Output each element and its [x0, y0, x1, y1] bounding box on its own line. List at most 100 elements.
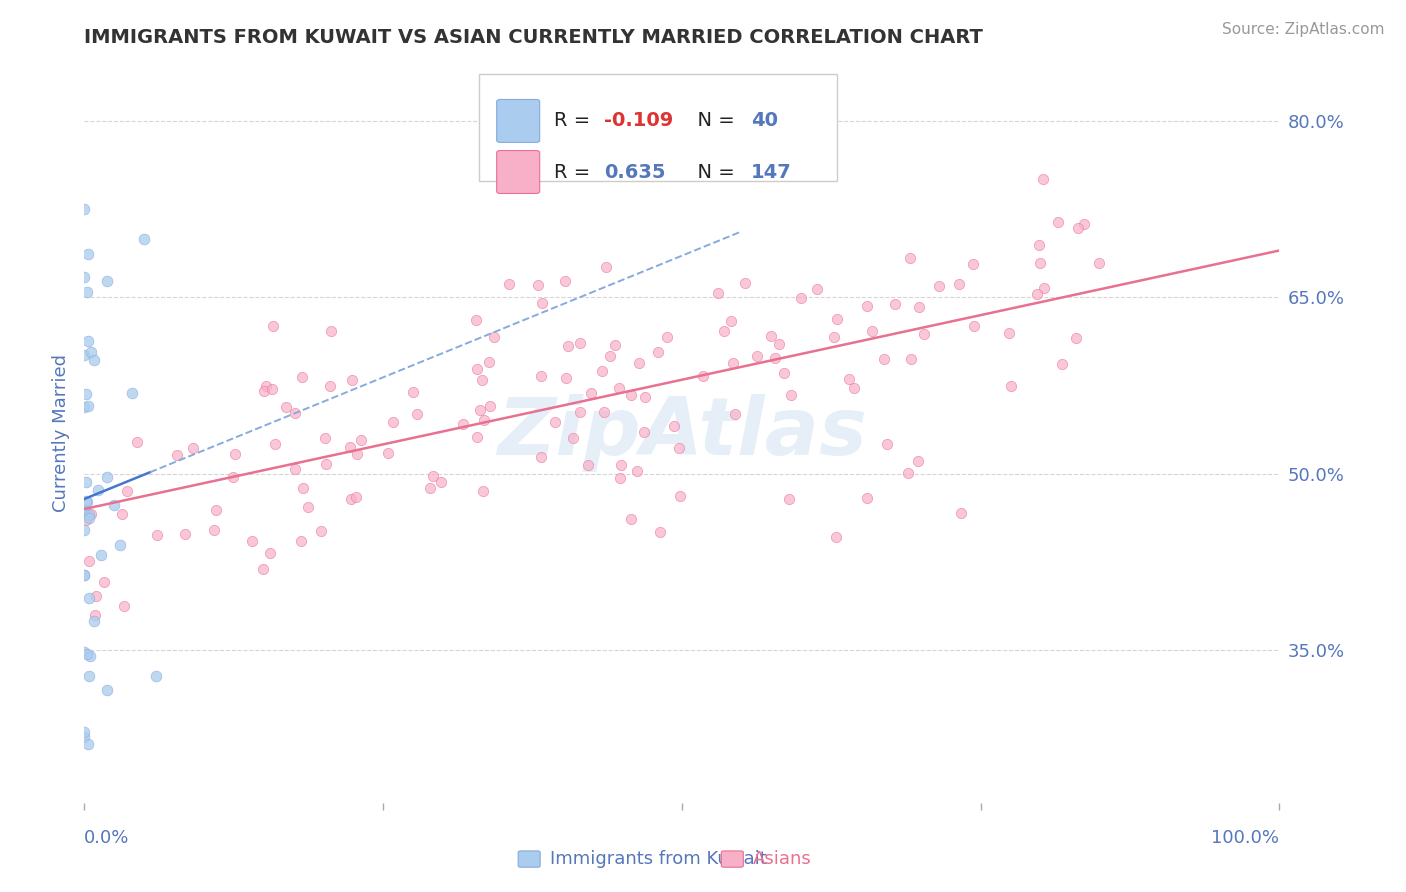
Point [283, 462, 305, 476]
Point [484, 329, 506, 343]
Point [339, 440, 361, 454]
Point [928, 278, 950, 293]
Point [1032, 281, 1054, 295]
Point [900, 352, 922, 367]
FancyBboxPatch shape [721, 851, 744, 867]
Point [224, 448, 246, 462]
Point [73, 725, 96, 739]
Point [291, 369, 314, 384]
Point [291, 481, 314, 495]
Point [240, 534, 263, 549]
Point [734, 276, 756, 290]
Point [79, 507, 101, 521]
Text: N =: N = [686, 112, 741, 130]
Point [146, 527, 169, 541]
Text: 0.0%: 0.0% [84, 829, 129, 847]
Point [75, 494, 97, 508]
Point [73, 348, 96, 362]
Point [633, 425, 655, 439]
Point [73, 523, 96, 537]
Point [806, 282, 828, 296]
Point [73, 504, 96, 518]
Point [262, 318, 284, 333]
Point [145, 669, 167, 683]
Point [465, 362, 488, 376]
Point [576, 458, 599, 473]
Point [530, 296, 553, 310]
Point [605, 337, 627, 351]
FancyBboxPatch shape [496, 99, 540, 143]
Point [908, 300, 931, 314]
Point [907, 454, 929, 468]
Point [79, 591, 101, 605]
Point [77, 511, 100, 525]
Point [827, 311, 849, 326]
Point [914, 326, 936, 341]
Point [872, 351, 894, 366]
Point [628, 356, 651, 370]
Point [406, 407, 429, 421]
Point [77, 737, 100, 751]
Point [721, 356, 744, 370]
Point [1047, 215, 1070, 229]
Point [77, 554, 100, 568]
Point [290, 533, 312, 548]
Point [73, 269, 96, 284]
Point [478, 354, 501, 368]
Point [1064, 331, 1087, 345]
Point [609, 381, 631, 395]
Point [478, 399, 501, 413]
Point [620, 387, 643, 401]
Point [253, 384, 276, 398]
Text: ZipAtlas: ZipAtlas [496, 393, 868, 472]
Point [856, 491, 879, 505]
Point [1025, 287, 1047, 301]
Point [692, 368, 714, 383]
Point [75, 387, 97, 401]
Point [262, 382, 284, 396]
Y-axis label: Currently Married: Currently Married [52, 353, 70, 512]
Point [855, 299, 877, 313]
FancyBboxPatch shape [496, 151, 540, 194]
Point [254, 379, 277, 393]
Point [648, 524, 671, 539]
Point [350, 434, 373, 448]
Point [319, 324, 342, 338]
Point [429, 475, 451, 489]
Point [948, 277, 970, 291]
Point [554, 274, 576, 288]
Point [96, 274, 118, 288]
Point [876, 437, 898, 451]
Point [274, 400, 297, 414]
Point [77, 247, 100, 261]
Point [1032, 172, 1054, 186]
Point [402, 385, 425, 400]
Point [1029, 255, 1052, 269]
Point [115, 483, 138, 498]
Point [1088, 256, 1111, 270]
Point [121, 385, 143, 400]
Point [759, 329, 782, 343]
Point [252, 562, 274, 576]
Point [962, 257, 984, 271]
Point [569, 336, 592, 351]
Point [825, 530, 848, 544]
Point [73, 567, 96, 582]
Point [76, 285, 98, 299]
Point [593, 405, 616, 419]
Point [83, 352, 105, 367]
Point [823, 330, 845, 344]
Text: 100.0%: 100.0% [1212, 829, 1279, 847]
Point [73, 730, 96, 744]
Point [96, 469, 118, 483]
Point [724, 407, 747, 421]
Point [655, 329, 678, 343]
FancyBboxPatch shape [479, 73, 838, 181]
Point [471, 372, 494, 386]
FancyBboxPatch shape [519, 851, 540, 867]
Point [76, 647, 98, 661]
Point [557, 339, 579, 353]
Point [73, 645, 96, 659]
Point [79, 648, 101, 663]
Point [609, 471, 631, 485]
